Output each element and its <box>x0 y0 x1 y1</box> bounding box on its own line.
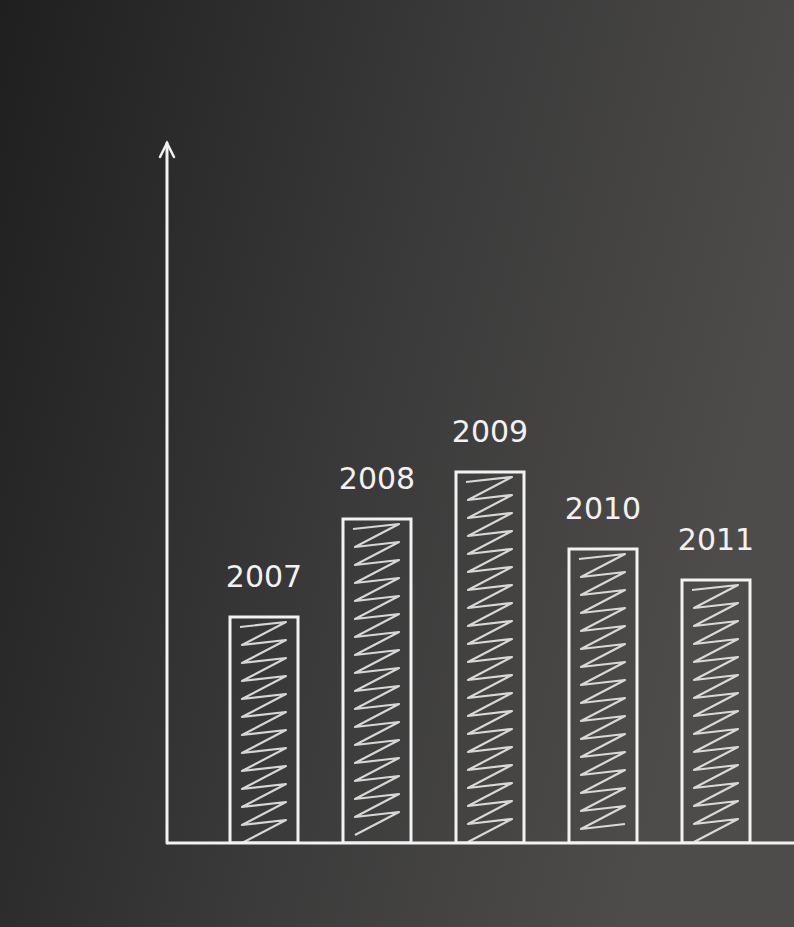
chalk-hatch <box>692 585 738 842</box>
chalk-hatch <box>466 477 512 842</box>
y-axis <box>166 143 169 843</box>
y-axis-arrow <box>160 143 174 157</box>
bar <box>230 617 298 843</box>
category-label: 2007 <box>226 559 302 594</box>
bars <box>230 472 750 843</box>
chalk-hatch <box>579 554 625 829</box>
category-label: 2009 <box>452 414 528 449</box>
chalk-hatch <box>353 524 399 835</box>
category-label: 2010 <box>565 491 641 526</box>
category-label: 2008 <box>339 461 415 496</box>
background <box>0 0 794 927</box>
bar <box>569 549 637 843</box>
bar <box>682 580 750 843</box>
bar <box>343 519 411 843</box>
chart: 2007 2008 2009 2010 2011 <box>0 0 794 927</box>
bar <box>456 472 524 843</box>
chalk-hatch <box>240 622 286 843</box>
labels: 2007 2008 2009 2010 2011 <box>226 414 754 594</box>
category-label: 2011 <box>678 522 754 557</box>
